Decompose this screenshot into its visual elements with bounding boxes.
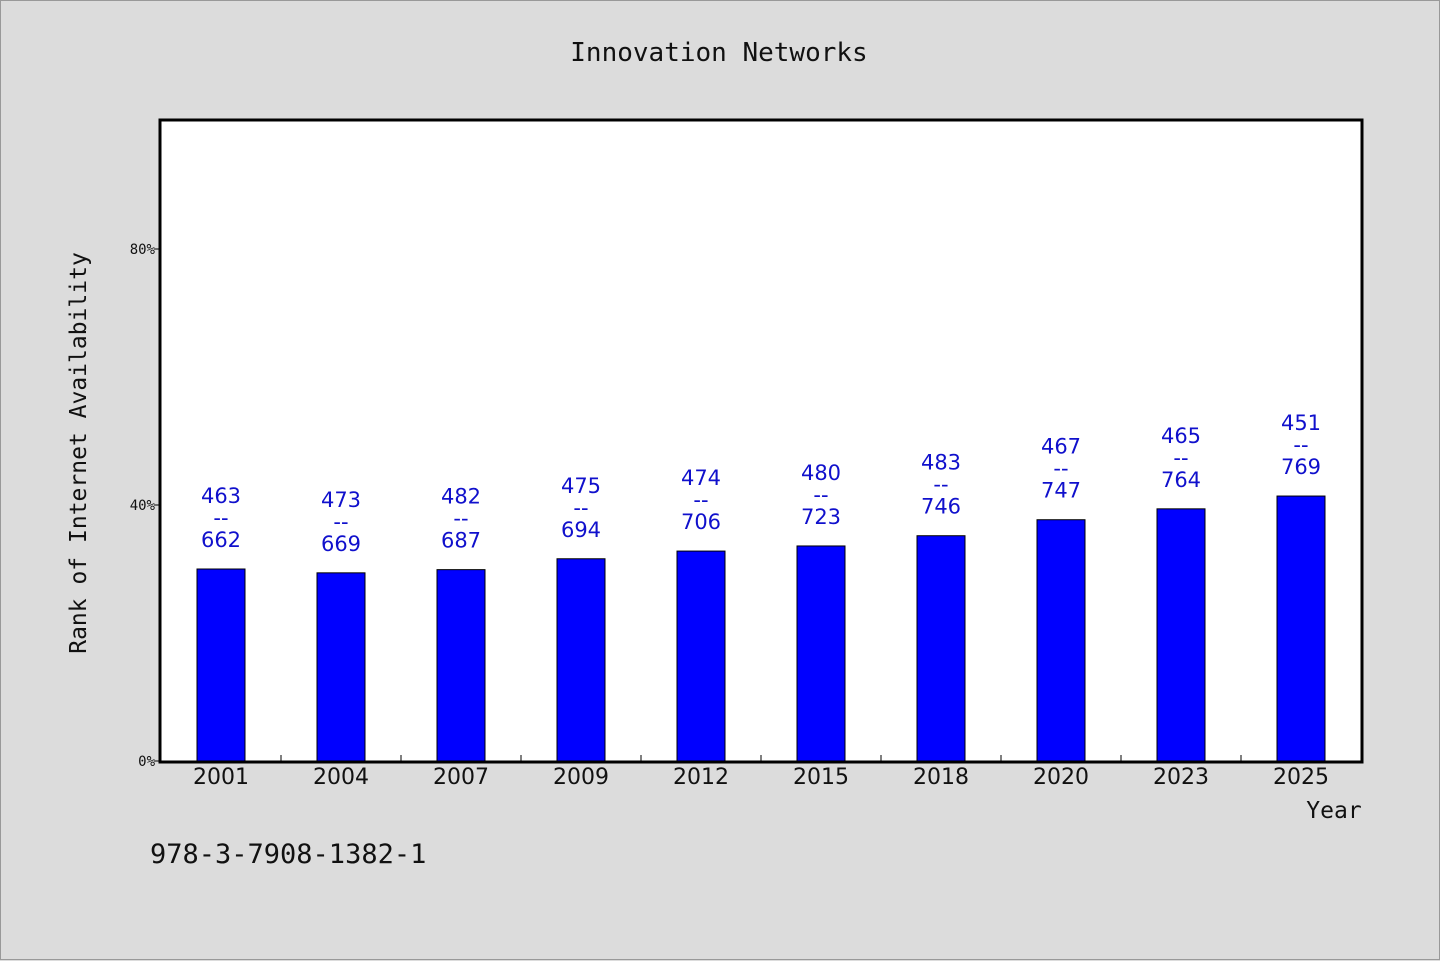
bar-2015: [796, 545, 846, 762]
data-labels: 463--662473--669482--687475--694474--706…: [201, 411, 1321, 556]
data-label-2001: 463: [201, 484, 241, 508]
x-tick-label: 2023: [1153, 765, 1209, 790]
data-label-2023: 465: [1161, 424, 1201, 448]
data-label-2020: 467: [1041, 435, 1081, 459]
data-label-2007: 687: [441, 529, 481, 553]
y-axis: 0% 40% 80%: [130, 242, 161, 770]
data-label-2015: --: [813, 483, 828, 507]
bar-series: [196, 495, 1326, 762]
data-label-2004: 669: [321, 532, 361, 556]
bar-2020: [1036, 519, 1086, 762]
data-label-2023: --: [1173, 446, 1188, 470]
data-label-2025: --: [1293, 433, 1308, 457]
x-axis: 2001 2004 2007 2009 2012 2015 2018 2020 2023 2025: [193, 755, 1329, 790]
x-tick-label: 2018: [913, 765, 969, 790]
x-tick-label: 2007: [433, 765, 489, 790]
data-label-2018: 483: [921, 451, 961, 475]
data-label-2004: --: [333, 510, 348, 534]
x-tick-label: 2001: [193, 765, 249, 790]
data-label-2025: 769: [1281, 455, 1321, 479]
data-label-2007: 482: [441, 485, 481, 509]
data-label-2012: --: [693, 488, 708, 512]
y-tick-label: 0%: [138, 754, 155, 770]
data-label-2025: 451: [1281, 411, 1321, 435]
data-label-2007: --: [453, 507, 468, 531]
data-label-2009: --: [573, 496, 588, 520]
data-label-2015: 723: [801, 505, 841, 529]
chart-title: Innovation Networks: [570, 38, 867, 68]
x-tick-label: 2020: [1033, 765, 1089, 790]
data-label-2001: 662: [201, 528, 241, 552]
data-label-2020: 747: [1041, 479, 1081, 503]
y-tick-label: 40%: [130, 498, 156, 514]
bar-2001: [196, 568, 246, 762]
data-label-2015: 480: [801, 461, 841, 485]
x-tick-label: 2012: [673, 765, 729, 790]
data-label-2012: 706: [681, 510, 721, 534]
y-tick-label: 80%: [130, 242, 156, 258]
data-label-2023: 764: [1161, 468, 1201, 492]
bar-2025: [1276, 495, 1326, 762]
bar-2012: [676, 550, 726, 762]
x-axis-title: Year: [1306, 798, 1361, 824]
data-label-2018: 746: [921, 495, 961, 519]
bar-2004: [316, 572, 366, 762]
data-label-2009: 475: [561, 474, 601, 498]
x-tick-label: 2004: [313, 765, 369, 790]
plot-frame: [158, 118, 1364, 764]
x-tick-label: 2009: [553, 765, 609, 790]
bar-2023: [1156, 508, 1206, 762]
bar-2007: [436, 569, 486, 762]
data-label-2018: --: [933, 473, 948, 497]
x-tick-label: 2025: [1273, 765, 1329, 790]
data-label-2009: 694: [561, 518, 601, 542]
footnote-isbn: 978-3-7908-1382-1: [150, 839, 426, 870]
bar-2009: [556, 558, 606, 762]
x-tick-label: 2015: [793, 765, 849, 790]
data-label-2020: --: [1053, 457, 1068, 481]
bar-2018: [916, 535, 966, 762]
data-label-2004: 473: [321, 488, 361, 512]
y-axis-title: Rank of Internet Availability: [66, 252, 92, 654]
data-label-2001: --: [213, 506, 228, 530]
data-label-2012: 474: [681, 466, 721, 490]
